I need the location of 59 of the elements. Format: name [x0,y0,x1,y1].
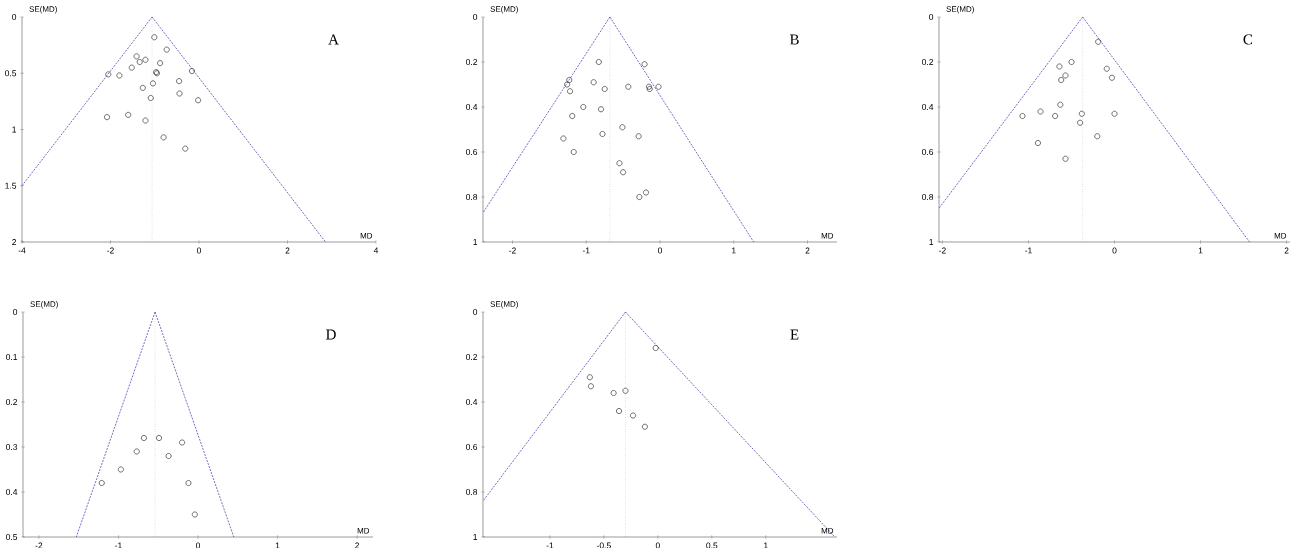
y-tick-label: 0.1 [6,354,18,360]
x-tick-label: -2 [107,247,114,254]
y-tick-label: 0 [12,14,17,20]
x-tick-label: 1 [275,542,280,548]
y-tick-label: 0.4 [466,104,478,110]
y-tick-label: 0 [473,309,478,315]
x-tick-label: 0 [195,542,201,548]
y-tick-label: 0.6 [466,149,478,155]
annotation: B [789,34,799,45]
x-tick-label: 1 [1198,247,1203,254]
x-tick-label: 1 [764,542,768,548]
x-tick-label: -4 [18,247,26,254]
y-tick-label: 0.2 [466,59,478,65]
y-tick-label: 1 [12,126,17,133]
y-tick-label: 0.2 [922,59,934,65]
y-tick-label: 0.4 [466,399,478,405]
x-tick-label: 2 [1284,247,1289,254]
x-tick-label: 4 [373,247,379,254]
y-tick-label: 2 [12,239,17,245]
annotation: C [1243,34,1253,45]
y-tick-label: 1 [929,239,934,245]
x-tick-label: 2 [355,542,360,548]
x-tick-label: -1 [582,247,590,254]
y-tick-label: 0 [929,14,934,20]
x-tick-label: 0 [655,542,660,548]
y-tick-label: 0 [473,14,478,20]
x-tick-label: -2 [509,247,516,254]
y-tick-label: 0.4 [6,489,18,495]
x-tick-label: 0 [196,247,202,254]
y-tick-label: 1.5 [5,182,17,189]
x-tick-label: -2 [939,247,946,254]
x-tick-label: -1 [115,542,122,548]
y-tick-label: 0.3 [6,444,18,450]
x-tick-label: -1 [1025,247,1032,254]
y-tick-label: 0.8 [922,194,934,200]
y-tick-label: 0.4 [922,104,934,110]
annotation: D [326,329,336,340]
y-tick-label: 0 [13,309,18,315]
x-tick-label: 0 [657,247,663,254]
annotation: A [328,34,339,45]
annotation: E [790,329,799,340]
x-tick-label: -2 [35,542,43,548]
y-tick-label: 1 [473,239,478,245]
y-tick-label: 0.5 [5,70,17,77]
y-tick-label: 0.8 [466,194,478,200]
x-tick-label: 0 [1112,247,1117,254]
x-tick-label: -1 [546,542,554,548]
x-tick-label: -0.5 [596,542,611,548]
y-tick-label: 1 [473,534,478,540]
y-tick-label: 0.6 [922,149,934,155]
x-tick-label: 0.5 [706,542,718,548]
x-tick-label: 1 [732,247,736,254]
y-tick-label: 0.5 [6,534,18,540]
x-tick-label: 2 [805,247,810,254]
y-tick-label: 0.6 [466,444,478,450]
y-tick-label: 0.2 [466,354,478,360]
y-tick-label: 0.2 [6,399,18,405]
y-tick-label: 0.8 [466,489,478,495]
x-tick-label: 2 [285,247,290,254]
